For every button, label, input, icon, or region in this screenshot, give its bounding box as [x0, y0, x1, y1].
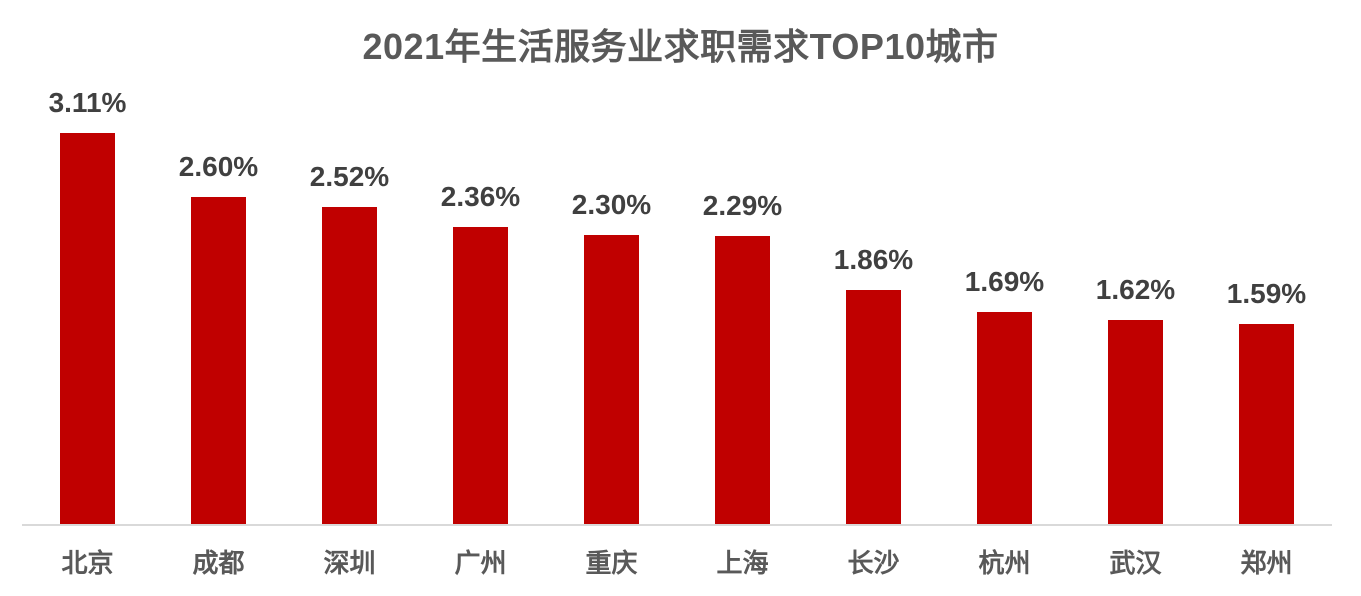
- bar: [322, 207, 377, 524]
- bars-row: 3.11% 2.60% 2.52% 2.36% 2.30% 2.29% 1.86% 1.69%…: [22, 84, 1332, 524]
- bar: [846, 290, 901, 524]
- category-label: 郑州: [1240, 548, 1293, 578]
- value-label: 2.52%: [309, 161, 390, 193]
- x-axis-line: [22, 524, 1332, 526]
- bar-column: 3.11%: [22, 84, 153, 524]
- bar: [977, 311, 1032, 524]
- bar: [191, 197, 246, 524]
- bar: [715, 236, 770, 524]
- category-label: 武汉: [1109, 548, 1162, 578]
- bar-column: 2.36%: [415, 84, 546, 524]
- bar-column: 1.86%: [808, 84, 939, 524]
- bar: [60, 133, 115, 524]
- category-label: 上海: [716, 548, 769, 578]
- bar-column: 2.52%: [284, 84, 415, 524]
- value-label: 2.30%: [571, 188, 652, 220]
- chart-title: 2021年生活服务业求职需求TOP10城市: [362, 26, 999, 67]
- category-label: 北京: [61, 548, 114, 578]
- bar: [584, 234, 639, 524]
- value-label: 2.36%: [440, 181, 521, 213]
- bar-column: 1.69%: [939, 84, 1070, 524]
- category-label: 成都: [192, 548, 245, 578]
- value-label: 1.59%: [1226, 278, 1307, 310]
- bar: [1108, 320, 1163, 524]
- category-label: 深圳: [323, 548, 376, 578]
- bar-column: 2.60%: [153, 84, 284, 524]
- value-label: 1.69%: [964, 265, 1045, 297]
- value-label: 3.11%: [48, 87, 127, 119]
- bar-column: 1.59%: [1201, 84, 1332, 524]
- value-label: 2.60%: [178, 151, 259, 183]
- category-label: 长沙: [847, 548, 900, 578]
- bar: [453, 227, 508, 524]
- bar-column: 2.29%: [677, 84, 808, 524]
- value-label: 1.86%: [833, 244, 914, 276]
- category-label: 杭州: [978, 548, 1031, 578]
- plot-area: 3.11% 2.60% 2.52% 2.36% 2.30% 2.29% 1.86% 1.69%…: [22, 84, 1332, 580]
- value-label: 2.29%: [702, 190, 783, 222]
- bar-column: 2.30%: [546, 84, 677, 524]
- bar: [1239, 324, 1294, 524]
- category-label: 广州: [454, 548, 507, 578]
- category-label: 重庆: [585, 548, 638, 578]
- x-axis-labels: 北京 成都 深圳 广州 重庆 上海 长沙 杭州 武汉 郑州: [22, 526, 1332, 580]
- bar-column: 1.62%: [1070, 84, 1201, 524]
- value-label: 1.62%: [1095, 274, 1176, 306]
